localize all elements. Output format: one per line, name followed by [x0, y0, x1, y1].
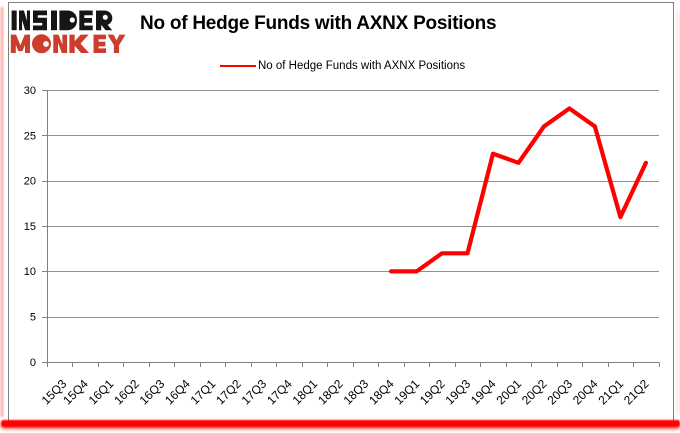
- svg-text:20Q3: 20Q3: [544, 376, 575, 407]
- svg-text:18Q2: 18Q2: [315, 376, 346, 407]
- svg-text:20: 20: [24, 176, 36, 188]
- svg-text:16Q3: 16Q3: [137, 376, 168, 407]
- svg-text:20Q2: 20Q2: [519, 376, 550, 407]
- svg-text:20Q1: 20Q1: [493, 376, 524, 407]
- svg-text:16Q4: 16Q4: [162, 376, 193, 407]
- svg-text:18Q1: 18Q1: [290, 376, 321, 407]
- svg-text:17Q4: 17Q4: [264, 376, 295, 407]
- svg-text:21Q1: 21Q1: [595, 376, 626, 407]
- svg-text:0: 0: [30, 357, 36, 369]
- svg-text:17Q3: 17Q3: [239, 376, 270, 407]
- svg-text:30: 30: [24, 85, 36, 97]
- svg-text:10: 10: [24, 266, 36, 278]
- svg-text:5: 5: [30, 312, 36, 324]
- svg-text:16Q1: 16Q1: [86, 376, 117, 407]
- svg-text:18Q4: 18Q4: [366, 376, 397, 407]
- svg-text:19Q2: 19Q2: [417, 376, 448, 407]
- svg-text:15: 15: [24, 221, 36, 233]
- svg-text:16Q2: 16Q2: [111, 376, 142, 407]
- svg-text:19Q3: 19Q3: [443, 376, 474, 407]
- svg-text:19Q1: 19Q1: [392, 376, 423, 407]
- svg-text:17Q2: 17Q2: [213, 376, 244, 407]
- svg-text:20Q4: 20Q4: [570, 376, 601, 407]
- svg-text:17Q1: 17Q1: [188, 376, 219, 407]
- svg-text:21Q2: 21Q2: [621, 376, 652, 407]
- svg-text:19Q4: 19Q4: [468, 376, 499, 407]
- svg-text:15Q4: 15Q4: [60, 376, 91, 407]
- svg-text:25: 25: [24, 130, 36, 142]
- svg-text:18Q3: 18Q3: [341, 376, 372, 407]
